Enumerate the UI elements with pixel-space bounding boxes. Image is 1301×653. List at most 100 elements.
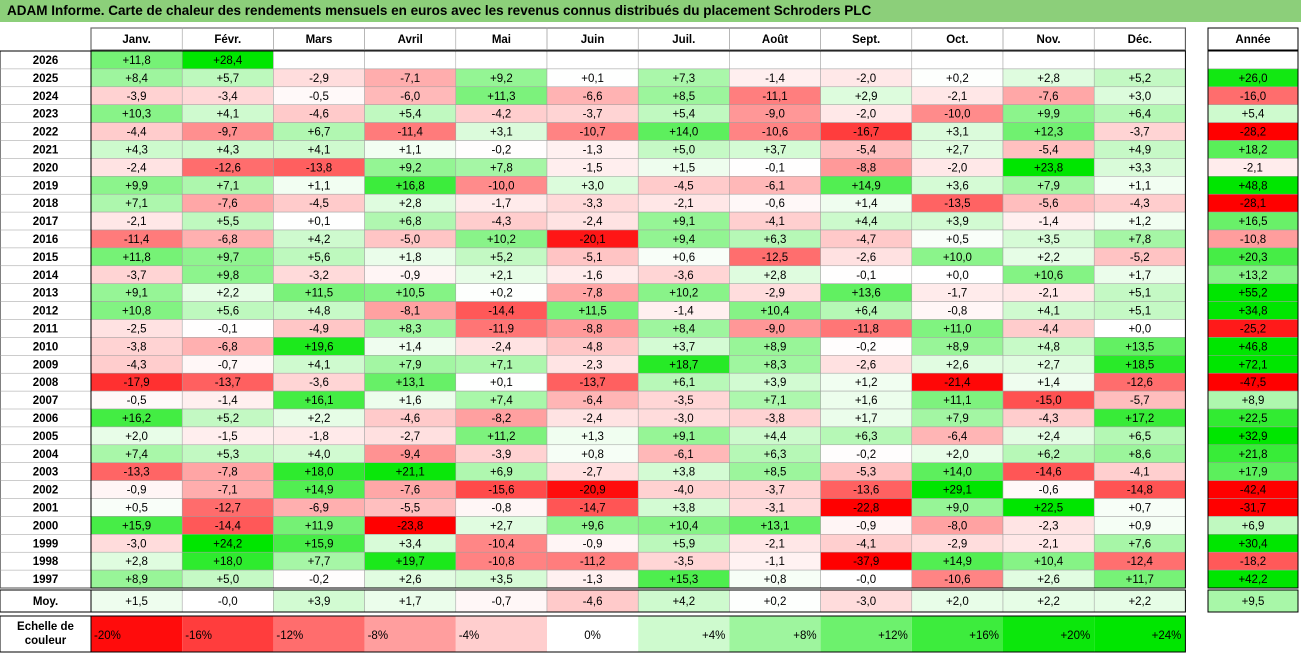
heat-cell-value: +18,7 <box>669 359 698 371</box>
heat-cell-value: -7,6 <box>1039 91 1059 103</box>
heat-cell-value: +23,8 <box>1034 162 1063 174</box>
row-label: 2026 <box>33 55 59 67</box>
heat-cell-value: -7,8 <box>218 467 238 479</box>
heat-cell-value: -6,9 <box>309 503 329 515</box>
heat-cell-value: +3,9 <box>764 377 787 389</box>
heat-cell-value: +5,6 <box>216 306 239 318</box>
heat-cell-value: -1,7 <box>947 288 967 300</box>
average-cell-value: -3,0 <box>856 596 876 608</box>
heat-cell-value: +4,1 <box>308 145 331 157</box>
heat-cell-value: -1,4 <box>1039 216 1059 228</box>
year-cell-value: +26,0 <box>1238 73 1267 85</box>
average-cell-value: +0,2 <box>764 596 787 608</box>
heat-cell-value: +13,5 <box>1125 341 1154 353</box>
heat-cell-value: +6,1 <box>672 377 695 389</box>
scale-label-cell <box>0 615 92 653</box>
heat-cell-value: +2,9 <box>855 91 878 103</box>
heat-cell-value: +7,4 <box>490 395 513 407</box>
year-cell-value: -28,1 <box>1240 198 1266 210</box>
heat-cell-value: +11,7 <box>1126 574 1154 586</box>
heat-cell-value: -4,3 <box>127 359 147 371</box>
heat-cell-value: -14,4 <box>488 306 515 318</box>
heat-cell-value: -10,4 <box>488 538 515 550</box>
heat-cell-value: +6,9 <box>490 467 513 479</box>
row-label: 2024 <box>33 91 59 103</box>
heat-cell-value: +1,4 <box>1037 377 1060 389</box>
heat-cell-value: +6,3 <box>764 234 787 246</box>
scale-swatch <box>182 616 274 652</box>
heat-cell-value: -4,4 <box>127 127 147 139</box>
heat-cell-value: -20,9 <box>579 485 605 497</box>
heat-cell-value: +11,5 <box>578 306 606 318</box>
column-header: Avril <box>398 34 423 46</box>
heat-cell-value: +10,6 <box>1034 270 1063 282</box>
heat-cell-value: +1,8 <box>399 252 422 264</box>
heat-cell-value: +1,1 <box>399 145 422 157</box>
year-grid-border <box>1207 50 1299 589</box>
heat-cell-value: -4,3 <box>1130 198 1150 210</box>
heat-cell-value: -4,0 <box>674 485 694 497</box>
heat-cell-value: -8,2 <box>491 413 511 425</box>
heat-cell-value: +10,8 <box>122 306 151 318</box>
heat-cell-value: -2,4 <box>583 413 603 425</box>
heat-cell-value: +13,6 <box>852 288 881 300</box>
column-header: Sept. <box>852 34 880 46</box>
scale-border <box>90 615 1186 653</box>
year-cell-value: +21,8 <box>1238 449 1267 461</box>
heat-cell-value: -9,7 <box>218 127 238 139</box>
heat-cell-value: +4,3 <box>125 145 148 157</box>
average-cell-value: -0,7 <box>491 596 511 608</box>
heat-cell-value: -5,3 <box>856 467 876 479</box>
heat-cell-value: -5,1 <box>583 252 603 264</box>
heat-cell-value: -6,4 <box>947 431 967 443</box>
year-cell-value: -47,5 <box>1240 377 1266 389</box>
heat-cell-value: +9,2 <box>399 162 422 174</box>
heat-cell-value: +16,8 <box>396 180 425 192</box>
heat-cell-value: -17,9 <box>123 377 149 389</box>
heat-cell <box>1093 50 1186 70</box>
column-header: Août <box>762 34 788 46</box>
heat-cell-value: +9,6 <box>581 520 604 532</box>
year-cell-value: +22,5 <box>1238 413 1267 425</box>
heat-cell-value: -3,7 <box>127 270 147 282</box>
heat-cell-value: -0,2 <box>491 145 511 157</box>
heat-cell-value: +3,8 <box>672 467 695 479</box>
heat-cell-value: +11,8 <box>122 55 150 67</box>
heat-cell-value: +2,6 <box>946 359 969 371</box>
heat-cell-value: +0,2 <box>946 73 969 85</box>
scale-swatch <box>91 616 183 652</box>
heat-cell-value: -2,5 <box>127 324 147 336</box>
heat-cell-value: +3,0 <box>581 180 604 192</box>
heat-cell-value: +5,1 <box>1128 288 1151 300</box>
heat-cell-value: -4,3 <box>1039 413 1059 425</box>
heat-cell-value: -14,7 <box>579 503 605 515</box>
heat-cell-value: -10,8 <box>488 556 514 568</box>
heat-cell-value: -13,7 <box>215 377 241 389</box>
year-cell-value: +18,2 <box>1238 145 1267 157</box>
heat-cell-value: +5,0 <box>216 574 239 586</box>
heat-cell-value: +10,2 <box>487 234 516 246</box>
heat-cell-value: +21,1 <box>396 467 425 479</box>
row-label: 2014 <box>33 270 59 282</box>
heat-cell-value: -11,1 <box>762 91 787 103</box>
heat-cell-value: +3,0 <box>1128 91 1151 103</box>
heat-cell-value: -3,9 <box>491 449 511 461</box>
year-header-cell <box>1207 27 1299 51</box>
heat-cell-value: -0,9 <box>856 520 876 532</box>
heat-cell-value: -9,0 <box>765 109 785 121</box>
column-header: Nov. <box>1037 34 1061 46</box>
scale-swatch-label: +20% <box>1060 630 1090 642</box>
heat-cell-value: +14,0 <box>943 467 972 479</box>
heat-cell-value: -6,1 <box>674 449 694 461</box>
scale-swatch-label: 0% <box>584 630 601 642</box>
heat-cell-value: +5,6 <box>308 252 331 264</box>
row-label: 2013 <box>33 288 59 300</box>
heat-cell-value: -0,2 <box>856 341 876 353</box>
heat-cell-value: +3,7 <box>764 145 787 157</box>
heat-cell-value: -9,4 <box>400 449 420 461</box>
heat-cell-value: -0,2 <box>309 574 329 586</box>
heat-cell-value: +15,3 <box>669 574 698 586</box>
average-cell-value: +4,2 <box>672 596 695 608</box>
heat-cell-value: -4,6 <box>400 413 420 425</box>
heat-cell-value: -13,5 <box>944 198 970 210</box>
